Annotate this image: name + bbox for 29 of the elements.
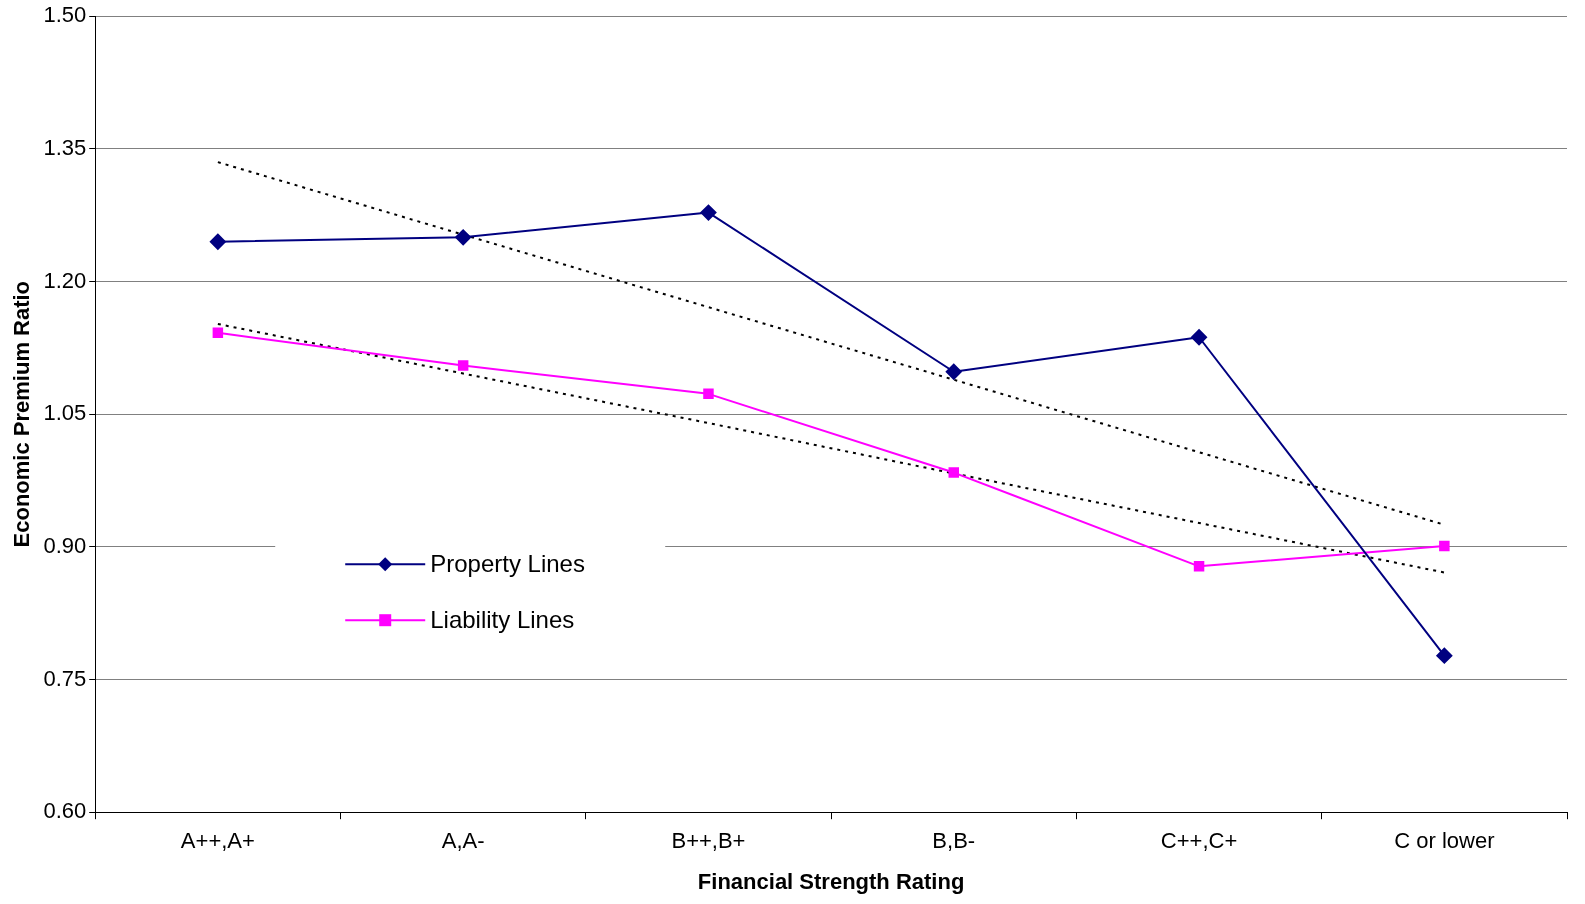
x-tick-label: A++,A+ [180,828,255,854]
point [1193,561,1205,572]
x-tick-label: B++,B+ [671,828,746,854]
legend-label: Property Lines [430,549,585,577]
point [209,233,226,250]
y-tick-label: 1.20 [43,267,87,293]
point [212,327,224,339]
point [1439,540,1450,552]
point [455,229,472,246]
x-tick-label: A,A- [441,828,485,854]
point [948,467,959,478]
y-tick-label: 1.50 [43,2,87,28]
point [1436,647,1453,664]
point [1191,329,1208,346]
x-tick-label: C or lower [1394,828,1495,854]
y-tick-label: 0.90 [43,532,87,558]
y-tick-label: 1.35 [43,134,87,160]
point [945,363,962,380]
y-axis-title: Economic Premium Ratio [9,280,35,548]
x-tick-label: C++,C+ [1160,828,1238,854]
point [457,360,469,371]
point [700,204,717,221]
point [703,388,714,400]
y-tick-label: 0.60 [43,798,87,824]
x-tick-label: B,B- [932,828,976,854]
y-tick-label: 0.75 [43,665,87,691]
y-tick-label: 1.05 [43,400,87,426]
x-axis-title: Financial Strength Rating [697,868,965,894]
legend-label: Liability Lines [430,605,575,633]
